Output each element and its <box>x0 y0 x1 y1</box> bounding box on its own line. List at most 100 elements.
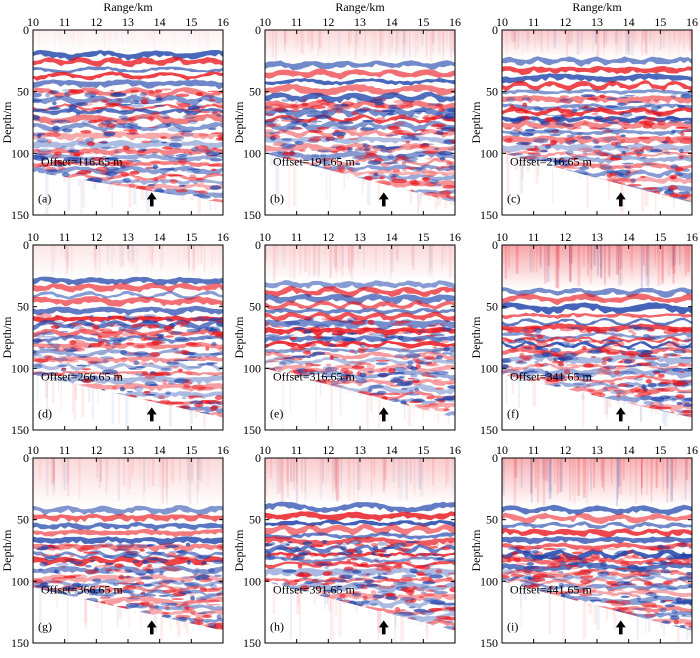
x-tick-label: 11 <box>291 15 303 29</box>
x-tick-label: 11 <box>528 15 540 29</box>
arrow-marker-icon <box>146 620 157 635</box>
y-tick-label: 150 <box>480 208 498 222</box>
below-floor-mask <box>265 368 455 430</box>
x-tick-label: 12 <box>322 230 334 244</box>
x-tick-label: 14 <box>386 443 398 457</box>
x-tick-label: 16 <box>217 15 229 29</box>
below-floor-mask <box>33 171 223 215</box>
x-tick-label: 15 <box>654 230 666 244</box>
y-tick-label: 0 <box>492 451 498 465</box>
panel-label: (g) <box>38 620 52 634</box>
panel-label: (b) <box>270 192 284 206</box>
x-tick-label: 10 <box>27 230 39 244</box>
panel-h: 10 11 12 13 14 15 16 0 50 100 150 Depth/m Offset=391… <box>232 443 461 650</box>
x-tick-label: 14 <box>386 15 398 29</box>
y-tick-label: 0 <box>255 23 261 37</box>
x-tick-label: 13 <box>354 230 366 244</box>
arrow-marker-icon <box>378 192 389 207</box>
below-floor-mask <box>265 153 455 215</box>
y-axis-label: Depth/m <box>0 529 14 572</box>
y-axis-label: Depth/m <box>469 101 483 144</box>
arrow-marker-icon <box>615 620 626 635</box>
panel-a: 10 11 12 13 14 15 16 0 50 100 150 Depth/m Range/km Of… <box>0 0 229 222</box>
panel-label: (i) <box>507 620 518 634</box>
panel-e: 10 11 12 13 14 15 16 0 50 100 150 Depth/m Offset=316… <box>232 230 461 437</box>
x-tick-label: 13 <box>591 230 603 244</box>
y-axis-label: Depth/m <box>0 316 14 359</box>
arrow-marker-icon <box>615 407 626 422</box>
x-tick-label: 14 <box>154 230 166 244</box>
x-axis-label: Range/km <box>335 0 385 14</box>
y-tick-label: 50 <box>249 300 261 314</box>
panel-d: 10 11 12 13 14 15 16 0 50 100 150 Depth/m Offset=266… <box>0 230 229 437</box>
x-tick-label: 10 <box>496 230 508 244</box>
x-tick-label: 15 <box>417 15 429 29</box>
y-tick-label: 150 <box>243 423 261 437</box>
x-tick-label: 11 <box>528 443 540 457</box>
panel-i: 10 11 12 13 14 15 16 0 50 100 150 Depth/m Offset=441… <box>469 443 698 650</box>
x-tick-label: 12 <box>322 443 334 457</box>
y-tick-label: 150 <box>480 636 498 650</box>
x-tick-label: 15 <box>185 443 197 457</box>
panel-label: (c) <box>507 192 520 206</box>
panel-g: 10 11 12 13 14 15 16 0 50 100 150 Depth/m Offset=366… <box>0 443 229 650</box>
offset-label: Offset=266.65 m <box>41 370 124 384</box>
y-tick-label: 0 <box>255 238 261 252</box>
x-tick-label: 13 <box>591 15 603 29</box>
x-tick-label: 13 <box>122 443 134 457</box>
x-tick-label: 16 <box>686 230 698 244</box>
panel-b: 10 11 12 13 14 15 16 0 50 100 150 Depth/m Range/km Of… <box>232 0 461 222</box>
x-tick-label: 15 <box>417 230 429 244</box>
y-tick-label: 50 <box>486 513 498 527</box>
x-tick-label: 10 <box>259 15 271 29</box>
y-tick-label: 50 <box>17 300 29 314</box>
offset-label: Offset=391.65 m <box>273 583 356 597</box>
below-floor-mask <box>502 374 692 430</box>
x-tick-label: 10 <box>259 230 271 244</box>
panel-label: (h) <box>270 620 284 634</box>
below-floor-mask <box>502 153 692 215</box>
y-tick-label: 50 <box>486 85 498 99</box>
panel-label: (f) <box>507 407 519 421</box>
x-tick-label: 12 <box>559 230 571 244</box>
x-tick-label: 11 <box>528 230 540 244</box>
y-tick-label: 100 <box>243 361 261 375</box>
offset-label: Offset=316.65 m <box>273 370 356 384</box>
x-axis-label: Range/km <box>103 0 153 14</box>
x-tick-label: 10 <box>496 443 508 457</box>
x-tick-label: 14 <box>623 443 635 457</box>
x-tick-label: 15 <box>654 15 666 29</box>
x-tick-label: 16 <box>686 443 698 457</box>
arrow-marker-icon <box>615 192 626 207</box>
y-axis-label: Depth/m <box>232 101 246 144</box>
x-tick-label: 12 <box>90 443 102 457</box>
x-tick-label: 15 <box>417 443 429 457</box>
x-tick-label: 11 <box>291 443 303 457</box>
y-tick-label: 50 <box>249 85 261 99</box>
below-floor-mask <box>265 581 455 643</box>
x-tick-label: 10 <box>27 15 39 29</box>
x-tick-label: 13 <box>591 443 603 457</box>
x-tick-label: 12 <box>559 443 571 457</box>
x-tick-label: 11 <box>59 230 71 244</box>
x-tick-label: 13 <box>354 15 366 29</box>
y-tick-label: 150 <box>11 636 29 650</box>
below-floor-mask <box>33 374 223 430</box>
y-axis-label: Depth/m <box>469 316 483 359</box>
offset-label: Offset=441.65 m <box>510 583 593 597</box>
x-tick-label: 15 <box>185 15 197 29</box>
x-tick-label: 10 <box>496 15 508 29</box>
y-tick-label: 150 <box>243 208 261 222</box>
x-tick-label: 15 <box>654 443 666 457</box>
arrow-marker-icon <box>146 192 157 207</box>
x-tick-label: 12 <box>322 15 334 29</box>
y-axis-label: Depth/m <box>469 529 483 572</box>
panel-f: 10 11 12 13 14 15 16 0 50 100 150 Depth/m Offset=341… <box>469 230 698 437</box>
below-floor-mask <box>33 587 223 643</box>
offset-label: Offset=116.65 m <box>41 155 123 169</box>
x-tick-label: 14 <box>386 230 398 244</box>
y-tick-label: 100 <box>480 146 498 160</box>
y-tick-label: 150 <box>11 423 29 437</box>
